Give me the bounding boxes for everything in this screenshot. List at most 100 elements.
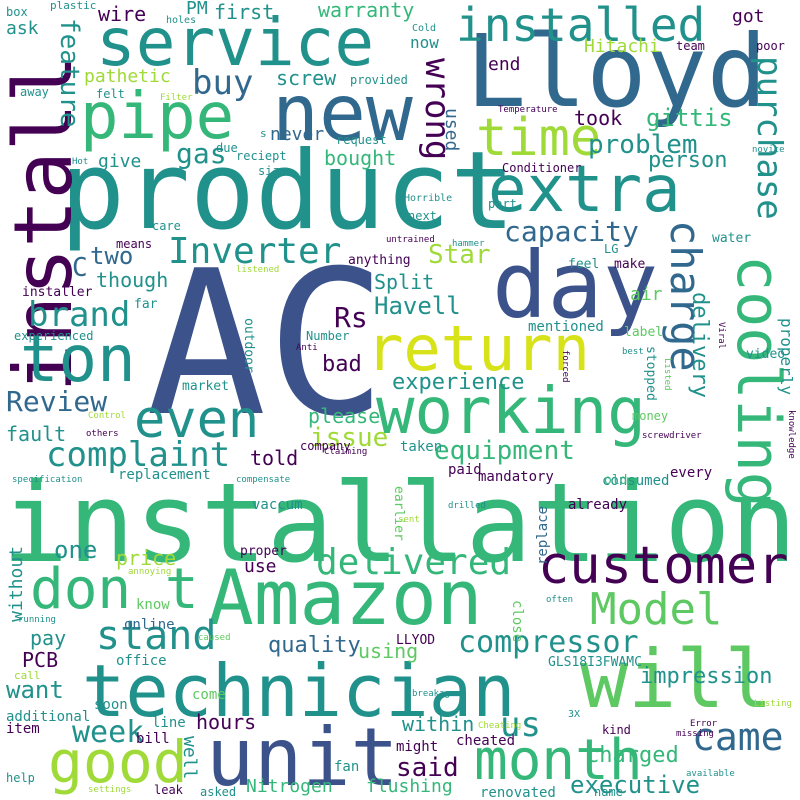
word-compensate: compensate [236, 475, 291, 485]
word-pipe: pipe [80, 80, 235, 154]
word-old: old [604, 473, 628, 488]
word-without: without [6, 546, 27, 622]
word-leak: leak [154, 783, 183, 797]
word-price: price [116, 546, 177, 570]
word-caused: caused [198, 633, 231, 643]
word-c: C [72, 253, 88, 283]
word-call: call [14, 669, 41, 682]
word-line: line [152, 715, 186, 731]
word-s: s [260, 127, 267, 140]
word-took: took [574, 106, 623, 130]
word-well: well [179, 736, 200, 780]
word-missing: missing [676, 729, 714, 739]
word-equipment: equipment [434, 436, 575, 466]
word-charge: charge [661, 220, 710, 372]
word-care: care [152, 219, 181, 233]
word-said: said [396, 753, 459, 783]
word-wrong: wrong [417, 58, 457, 161]
word-llyod: LLYOD [396, 633, 436, 648]
word-breakage: breakage [412, 689, 456, 699]
word-water: water [712, 231, 752, 246]
word-running: running [18, 615, 56, 625]
word-means: means [116, 237, 153, 251]
word-far: far [134, 297, 158, 312]
word-service: service [96, 4, 375, 81]
word-two: two [90, 242, 134, 270]
word-pcb: PCB [22, 648, 59, 672]
word-anything: anything [348, 253, 411, 268]
word-quality: quality [268, 633, 361, 658]
word-item: item [6, 721, 40, 737]
word-gls: GLS18I3FWAMC [548, 655, 642, 670]
word-hours: hours [196, 710, 257, 734]
word-review: Review [6, 385, 108, 418]
word-specification: specification [12, 475, 83, 485]
word-buy: buy [192, 63, 254, 103]
word-ask: ask [6, 18, 39, 39]
word-star: Star [428, 240, 491, 270]
word-used: used [441, 108, 462, 152]
word-delivery: delivery [687, 292, 712, 398]
word-plastic: plastic [50, 0, 97, 12]
word-felt: felt [96, 87, 125, 101]
word-stopped: stopped [643, 346, 658, 401]
word-mandatory: mandatory [478, 469, 554, 485]
word-purchase: purchase [749, 56, 789, 220]
word-first: first [214, 0, 275, 24]
word-now: now [410, 33, 439, 52]
word-feature: feature [54, 18, 84, 128]
word-best: best [622, 347, 644, 357]
word-untrained: untrained [386, 235, 435, 245]
word-technician: technician [82, 649, 516, 733]
word-label: label [624, 325, 664, 340]
word-poor: poor [756, 39, 785, 53]
word-installation: installation [2, 459, 797, 587]
word-proper: proper [240, 544, 287, 559]
word-make: make [614, 257, 646, 272]
word-lg: LG [604, 242, 619, 256]
word-executive: executive [570, 771, 701, 799]
word-told: told [250, 446, 299, 470]
word-bought: bought [324, 146, 397, 170]
word-control: Control [88, 411, 126, 421]
word-installer: installer [22, 285, 93, 300]
word-customer: customer [538, 536, 789, 596]
word-reciept: reciept [236, 149, 287, 163]
word-came: came [692, 715, 784, 759]
word-help: help [6, 771, 35, 785]
word-compressor: compressor [458, 625, 639, 660]
word-never: never [270, 124, 325, 145]
word-model: Model [590, 584, 723, 635]
word-inverter: Inverter [168, 231, 342, 272]
word-person: person [648, 148, 728, 173]
word-number: Number [306, 329, 350, 343]
word-amazon: Amazon [208, 553, 483, 642]
word-impression: impression [640, 664, 773, 689]
word-soon: soon [94, 697, 128, 713]
word-request: request [336, 133, 387, 147]
word-company: company [300, 439, 351, 453]
word-experienced: experienced [14, 329, 94, 343]
word-horrible: Horrible [404, 193, 453, 204]
word-renovated: renovated [480, 785, 556, 800]
word-conditioner: Conditioner [502, 161, 582, 175]
word-available: available [686, 769, 735, 779]
word-earlier: earlier [391, 486, 406, 541]
word-mentioned: mentioned [528, 319, 604, 335]
word-forced: forced [560, 350, 570, 383]
word-close: close [509, 600, 525, 643]
word-video: video [746, 347, 786, 362]
word-3x: 3X [568, 709, 581, 720]
word-split: Split [374, 270, 435, 294]
word-issue: issue [310, 423, 389, 453]
word-even: even [134, 390, 260, 450]
word-cooling: cooling [723, 255, 793, 508]
word-knowledge: knowledge [786, 410, 796, 459]
word-month: month [474, 728, 643, 793]
word-brand: brand [28, 295, 131, 335]
word-might: might [396, 739, 439, 755]
word-return: return [366, 312, 590, 385]
word-bad: bad [322, 352, 362, 377]
word-fault: fault [6, 422, 67, 446]
